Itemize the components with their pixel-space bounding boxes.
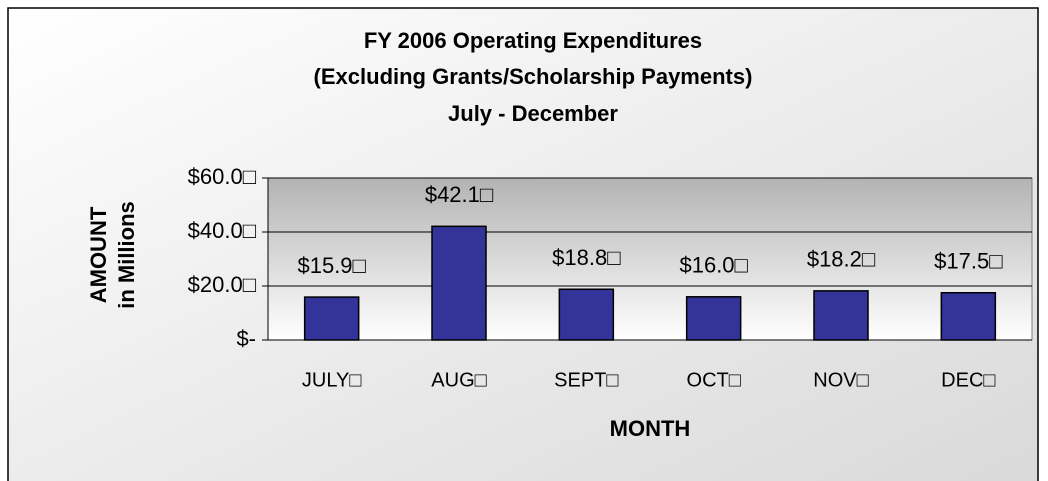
value-label: $16.0□ (679, 253, 747, 278)
y-axis-label: in Millions (114, 201, 139, 309)
x-tick-label: SEPT□ (554, 369, 618, 391)
x-tick-label: NOV□ (813, 369, 868, 391)
x-tick-label: AUG□ (431, 369, 486, 391)
chart-title: FY 2006 Operating Expenditures (364, 28, 702, 53)
value-label: $17.5□ (934, 249, 1002, 274)
bar (558, 288, 615, 341)
plot-area (267, 177, 1033, 341)
y-tick-label: $60.0□ (188, 164, 256, 189)
y-axis-label: AMOUNT (86, 206, 111, 303)
x-tick-label: DEC□ (941, 369, 995, 391)
x-axis-label: MONTH (610, 416, 691, 441)
value-label: $15.9□ (297, 253, 365, 278)
bar (431, 225, 487, 341)
chart-title: (Excluding Grants/Scholarship Payments) (314, 64, 753, 89)
y-tick-label: $- (236, 326, 256, 351)
value-label: $18.2□ (807, 247, 875, 272)
value-label: $18.8□ (552, 245, 620, 270)
x-tick-label: OCT□ (687, 369, 741, 391)
bar (940, 292, 997, 341)
x-tick-label: JULY□ (302, 369, 362, 391)
bar (303, 296, 360, 341)
y-tick-label: $40.0□ (188, 218, 256, 243)
value-label: $42.1□ (425, 182, 493, 207)
y-tick-label: $20.0□ (188, 272, 256, 297)
bar (813, 290, 869, 341)
chart-title: July - December (448, 101, 618, 126)
bar (685, 296, 742, 341)
